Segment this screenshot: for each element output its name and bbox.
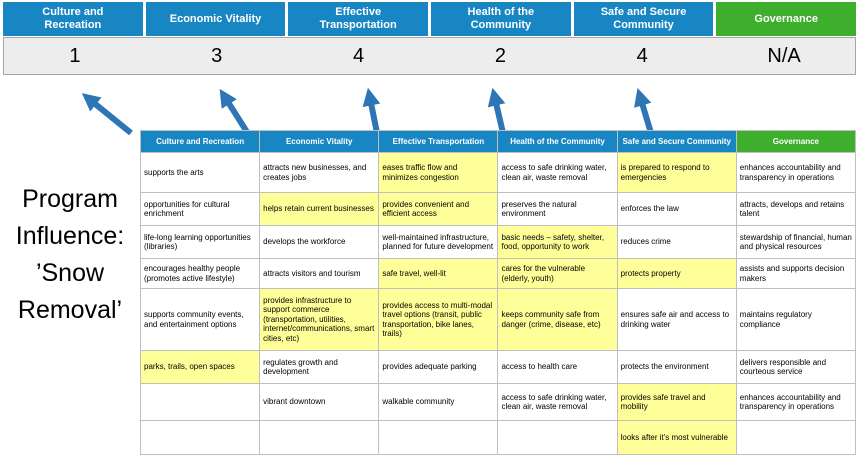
matrix-row-6: vibrant downtown walkable community access… <box>139 383 857 421</box>
up-arrow-icon <box>634 88 654 134</box>
matrix-header-3: Health of the Community <box>497 130 618 153</box>
matrix-cell: keeps community safe from danger (crime,… <box>497 288 618 351</box>
up-arrow-icon <box>362 87 381 134</box>
matrix-cell: supports community events, and entertain… <box>139 288 261 351</box>
matrix-cell: attracts new businesses, and creates job… <box>259 152 380 193</box>
score-value-2: 4 <box>353 44 365 67</box>
score-value-5: N/A <box>767 44 801 67</box>
up-arrow-icon <box>219 88 250 134</box>
matrix-row-2: life-long learning opportunities (librar… <box>139 225 857 259</box>
category-header-0: Culture and Recreation <box>3 2 143 36</box>
matrix-cell <box>497 420 618 455</box>
matrix-cell <box>139 420 261 455</box>
matrix-cell: reduces crime <box>616 225 737 259</box>
matrix-cell: walkable community <box>378 383 499 421</box>
slide-title: Program Influence: ’Snow Removal’ <box>15 185 125 324</box>
category-header-2: Effective Transportation <box>288 2 429 36</box>
matrix-cell: safe travel, well-lit <box>378 258 499 289</box>
matrix-cell: preserves the natural environment <box>497 192 618 226</box>
matrix-header-row: Culture and Recreation Economic Vitality E… <box>139 130 857 153</box>
matrix-cell: opportunities for cultural enrichment <box>139 192 261 226</box>
category-header-5: Governance <box>716 2 857 36</box>
matrix-cell: delivers responsible and courteous servi… <box>735 350 857 384</box>
matrix-cell: provides convenient and efficient access <box>378 192 499 226</box>
matrix-cell: is prepared to respond to emergencies <box>616 152 737 193</box>
matrix-cell: provides adequate parking <box>378 350 499 384</box>
matrix-cell: enforces the law <box>616 192 737 226</box>
matrix-cell: attracts, develops and retains talent <box>735 192 857 226</box>
matrix-cell: provides safe travel and mobility <box>616 383 737 421</box>
matrix-header-5: Governance <box>735 130 857 153</box>
matrix-cell: access to safe drinking water, clean air… <box>497 152 618 193</box>
influence-matrix-table: Culture and Recreation Economic Vitality E… <box>139 130 857 455</box>
arrows-layer <box>81 87 654 136</box>
matrix-cell: basic needs – safety, shelter, food, opp… <box>497 225 618 259</box>
matrix-cell <box>139 383 261 421</box>
matrix-cell: assists and supports decision makers <box>735 258 857 289</box>
matrix-cell: protects property <box>616 258 737 289</box>
matrix-cell: ensures safe air and access to drinking … <box>616 288 737 351</box>
matrix-row-0: supports the arts attracts new businesses… <box>139 152 857 193</box>
matrix-cell: stewardship of financial, human and phys… <box>735 225 857 259</box>
matrix-cell: parks, trails, open spaces <box>139 350 261 384</box>
score-value-3: 2 <box>494 44 506 67</box>
matrix-cell: protects the environment <box>616 350 737 384</box>
matrix-row-1: opportunities for cultural enrichment hel… <box>139 192 857 226</box>
matrix-cell: looks after it's most vulnerable <box>616 420 737 455</box>
matrix-body: supports the arts attracts new businesses… <box>139 152 857 455</box>
matrix-row-5: parks, trails, open spaces regulates grow… <box>139 350 857 384</box>
matrix-cell: well-maintained infrastructure, planned … <box>378 225 499 259</box>
matrix-row-7: looks after it's most vulnerable <box>139 420 857 455</box>
matrix-row-4: supports community events, and entertain… <box>139 288 857 351</box>
matrix-row-3: encourages healthy people (promotes acti… <box>139 258 857 289</box>
matrix-cell: encourages healthy people (promotes acti… <box>139 258 261 289</box>
category-header-4: Safe and Secure Community <box>573 2 714 36</box>
matrix-cell: attracts visitors and tourism <box>259 258 380 289</box>
matrix-cell: provides access to multi-modal travel op… <box>378 288 499 351</box>
matrix-cell: access to health care <box>497 350 618 384</box>
matrix-cell: enhances accountability and transparency… <box>735 152 857 193</box>
matrix-cell: enhances accountability and transparency… <box>735 383 857 421</box>
matrix-cell: access to safe drinking water, clean air… <box>497 383 618 421</box>
matrix-cell <box>259 420 380 455</box>
matrix-cell: regulates growth and development <box>259 350 380 384</box>
matrix-header-1: Economic Vitality <box>259 130 380 153</box>
up-arrow-icon <box>487 87 506 134</box>
matrix-cell: supports the arts <box>139 152 261 193</box>
matrix-header-4: Safe and Secure Community <box>616 130 737 153</box>
score-value-0: 1 <box>69 44 81 67</box>
matrix-cell: develops the workforce <box>259 225 380 259</box>
matrix-cell: vibrant downtown <box>259 383 380 421</box>
score-value-1: 3 <box>211 44 223 67</box>
category-header-3: Health of the Community <box>431 2 571 36</box>
matrix-header-2: Effective Transportation <box>378 130 499 153</box>
matrix-cell: maintains regulatory compliance <box>735 288 857 351</box>
influence-matrix: Culture and Recreation Economic Vitality E… <box>139 130 857 455</box>
matrix-cell: cares for the vulnerable (elderly, youth… <box>497 258 618 289</box>
matrix-cell: life-long learning opportunities (librar… <box>139 225 261 259</box>
matrix-cell <box>735 420 857 455</box>
matrix-cell <box>378 420 499 455</box>
score-value-4: 4 <box>636 44 648 67</box>
category-header-row: Culture and Recreation Economic Vitality E… <box>3 2 857 36</box>
matrix-header-0: Culture and Recreation <box>139 130 261 153</box>
score-row: 1 3 4 2 4 N/A <box>3 37 856 75</box>
up-arrow-icon <box>81 93 133 136</box>
category-header-1: Economic Vitality <box>145 2 286 36</box>
matrix-cell: eases traffic flow and minimizes congest… <box>378 152 499 193</box>
matrix-cell: helps retain current businesses <box>259 192 380 226</box>
matrix-cell: provides infrastructure to support comme… <box>259 288 380 351</box>
